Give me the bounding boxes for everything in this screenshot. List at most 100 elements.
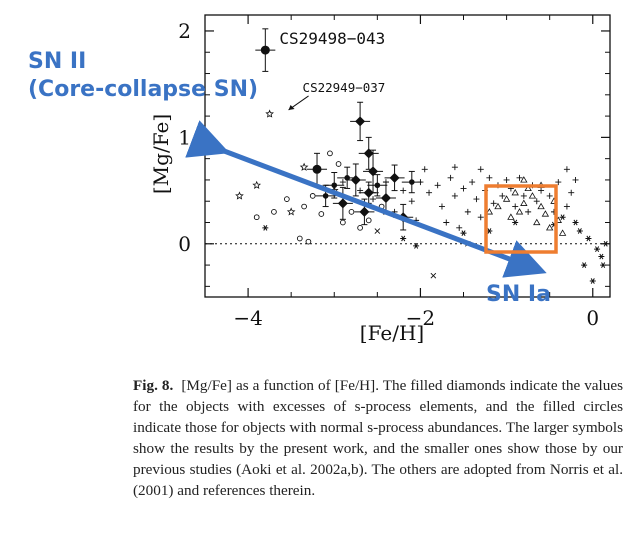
y-axis-label: [Mg/Fe] xyxy=(149,114,173,194)
x-tick-label: −4 xyxy=(233,306,262,330)
sn2-label-line2: (Core-collapse SN) xyxy=(28,77,258,102)
plus-point xyxy=(516,174,523,181)
x-tick-label: −2 xyxy=(406,306,435,330)
plus-point xyxy=(520,192,527,199)
asterisk-point xyxy=(585,235,592,242)
plus-point xyxy=(503,176,510,183)
plus-point xyxy=(443,219,450,226)
asterisk-point xyxy=(512,219,519,226)
plus-point xyxy=(572,176,579,183)
y-tick-label: 2 xyxy=(178,19,191,43)
open-triangle-point xyxy=(541,210,550,217)
figure-caption: Fig. 8. [Mg/Fe] as a function of [Fe/H]. … xyxy=(133,375,623,501)
plus-point xyxy=(447,174,454,181)
open-circle-point xyxy=(357,224,363,231)
filled-circle-large-point xyxy=(260,45,270,55)
plus-point xyxy=(464,208,471,215)
plus-point xyxy=(546,192,553,199)
plus-point xyxy=(555,179,562,186)
open-circle-point xyxy=(327,150,333,157)
plus-point xyxy=(438,203,445,210)
highlight-box xyxy=(484,184,558,254)
asterisk-point xyxy=(559,214,566,221)
open-triangle-point xyxy=(545,224,554,231)
open-circle-point xyxy=(271,209,277,215)
open-triangle-point xyxy=(494,202,502,210)
open-circle-point xyxy=(348,209,355,215)
asterisk-point xyxy=(400,235,407,242)
plus-point xyxy=(456,224,463,231)
plus-point xyxy=(370,196,377,203)
asterisk-point xyxy=(589,278,596,284)
open-circle-point xyxy=(340,219,346,226)
plus-point xyxy=(339,179,346,186)
asterisk-point xyxy=(602,240,609,247)
open-circle-point xyxy=(301,203,307,210)
filled-diamond-point xyxy=(359,206,370,217)
plus-point xyxy=(490,200,497,207)
open-circle-point xyxy=(305,238,312,245)
plus-point xyxy=(477,166,484,173)
plus-point xyxy=(451,192,458,199)
x-axis-label: [Fe/H] xyxy=(360,321,424,345)
filled-circle-small-point xyxy=(344,175,350,181)
plus-point xyxy=(417,179,424,186)
open-circle-point xyxy=(284,196,290,202)
plus-point xyxy=(512,203,519,210)
plus-point xyxy=(538,187,545,194)
plus-point xyxy=(451,164,458,171)
plus-point xyxy=(568,189,575,196)
asterisk-point xyxy=(581,262,588,268)
caption-text: [Mg/Fe] as a function of [Fe/H]. The fil… xyxy=(133,377,624,499)
asterisk-point xyxy=(600,262,607,268)
open-circle-point xyxy=(365,217,372,224)
plus-point xyxy=(477,214,484,221)
open-circle-point xyxy=(309,193,316,199)
x-tick-label: 0 xyxy=(586,306,599,330)
filled-diamond-point xyxy=(363,187,374,198)
plus-point xyxy=(421,166,428,173)
open-triangle-point xyxy=(520,199,528,206)
y-tick-label: 1 xyxy=(178,125,191,149)
plus-point xyxy=(382,179,389,186)
filled-diamond-point xyxy=(350,174,361,185)
data-points xyxy=(235,28,609,284)
plus-point xyxy=(486,174,493,181)
open-triangle-point xyxy=(528,192,537,199)
star-label-cs29498: CS29498−043 xyxy=(279,29,385,48)
cross-point xyxy=(374,228,381,234)
star-label-cs22949: CS22949−037 xyxy=(303,80,386,95)
open-triangle-point xyxy=(515,208,524,215)
open-triangle-point xyxy=(537,202,545,210)
figure-label: Fig. 8. xyxy=(133,377,174,394)
asterisk-point xyxy=(594,246,601,252)
sn2-label-line1: SN II xyxy=(28,49,86,74)
plus-point xyxy=(408,198,415,205)
cross-point xyxy=(430,272,437,279)
sn1a-label: SN Ia xyxy=(486,282,551,307)
open-star-point xyxy=(265,109,274,118)
plus-point xyxy=(563,166,570,173)
plus-point xyxy=(460,185,467,192)
open-triangle-point xyxy=(502,195,511,202)
plus-point xyxy=(525,208,532,215)
open-circle-point xyxy=(318,211,325,217)
plus-point xyxy=(400,187,407,194)
open-star-point xyxy=(252,180,262,189)
star-labels: CS29498−043 CS22949−037 xyxy=(279,29,386,111)
trend-arrow xyxy=(185,120,547,278)
filled-circle-large-point xyxy=(312,164,322,174)
filled-diamond-point xyxy=(380,193,391,204)
plus-point xyxy=(499,192,506,199)
open-star-point xyxy=(286,207,296,216)
plus-point xyxy=(473,196,480,203)
filled-circle-small-point xyxy=(322,193,329,199)
star-label-pointer-head xyxy=(288,104,295,110)
open-circle-point xyxy=(335,161,342,167)
open-triangle-point xyxy=(533,218,541,226)
filled-diamond-point xyxy=(355,116,366,127)
asterisk-point xyxy=(460,230,467,237)
asterisk-point xyxy=(576,228,583,234)
plus-point xyxy=(469,179,476,186)
open-star-point xyxy=(299,162,309,171)
